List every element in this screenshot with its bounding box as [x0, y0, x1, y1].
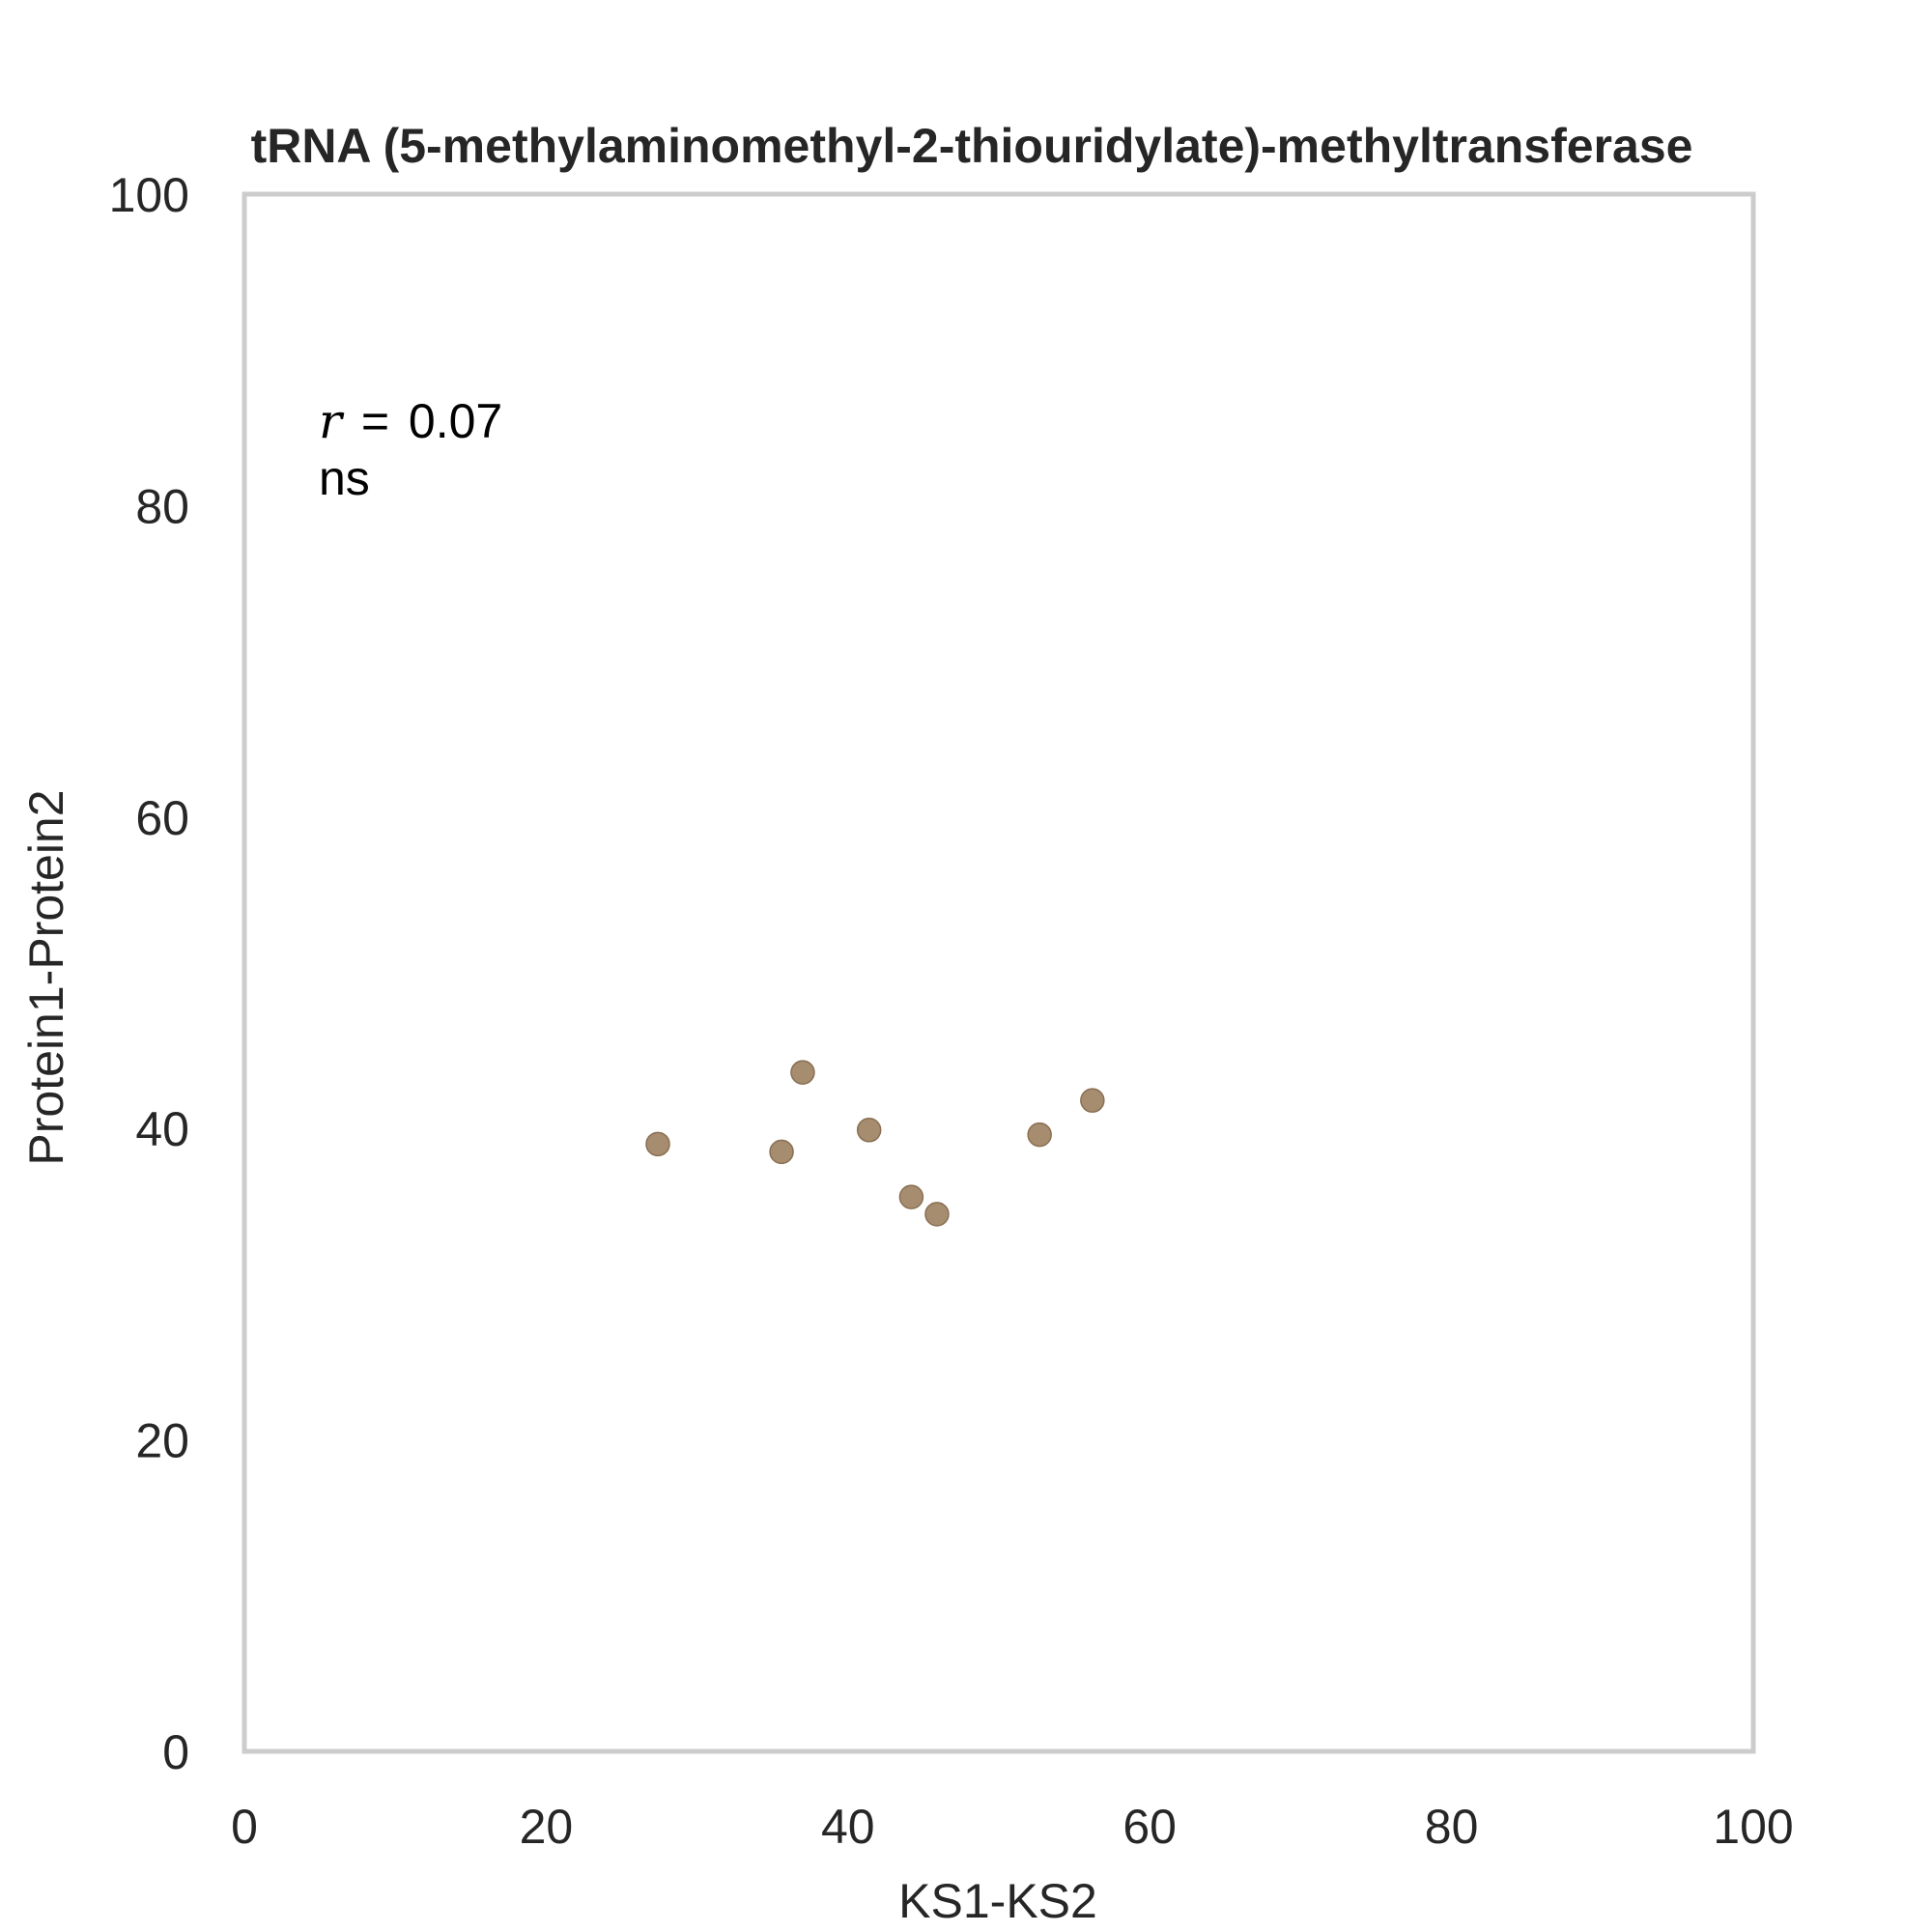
scatter-point [790, 1060, 815, 1085]
scatter-point [769, 1139, 794, 1165]
y-axis-label: Protein1-Protein2 [19, 789, 73, 1165]
y-tick-labels: 0 20 40 60 80 100 [109, 168, 189, 1779]
y-tick-label: 80 [135, 479, 189, 533]
scatter-point [645, 1131, 670, 1157]
x-tick-label: 80 [1425, 1800, 1479, 1854]
y-tick-label: 0 [162, 1725, 189, 1779]
correlation-annotation: r = 0.07 [319, 393, 502, 449]
significance-label: ns [319, 451, 370, 505]
y-tick-label: 40 [135, 1102, 189, 1156]
scatter-point [856, 1118, 882, 1143]
equals-sign: = [361, 394, 389, 448]
x-tick-label: 40 [821, 1800, 875, 1854]
x-tick-label: 100 [1713, 1800, 1793, 1854]
scatter-point [1027, 1122, 1052, 1148]
r-symbol: r [319, 393, 345, 449]
y-tick-label: 100 [109, 168, 189, 222]
chart-title: tRNA (5-methylaminomethyl-2-thiouridylat… [251, 119, 1693, 173]
x-axis-label: KS1-KS2 [898, 1874, 1097, 1928]
r-value: 0.07 [409, 394, 502, 448]
plot-frame [242, 191, 1756, 1754]
x-tick-label: 20 [520, 1800, 574, 1854]
scatter-point [898, 1184, 924, 1209]
scatter-point [924, 1202, 950, 1227]
x-tick-label: 0 [231, 1800, 258, 1854]
scatter-point [1080, 1088, 1105, 1113]
x-tick-labels: 0 20 40 60 80 100 [231, 1800, 1794, 1854]
x-tick-label: 60 [1122, 1800, 1177, 1854]
data-points [645, 1060, 1105, 1227]
y-tick-label: 60 [135, 791, 189, 845]
y-tick-label: 20 [135, 1414, 189, 1468]
